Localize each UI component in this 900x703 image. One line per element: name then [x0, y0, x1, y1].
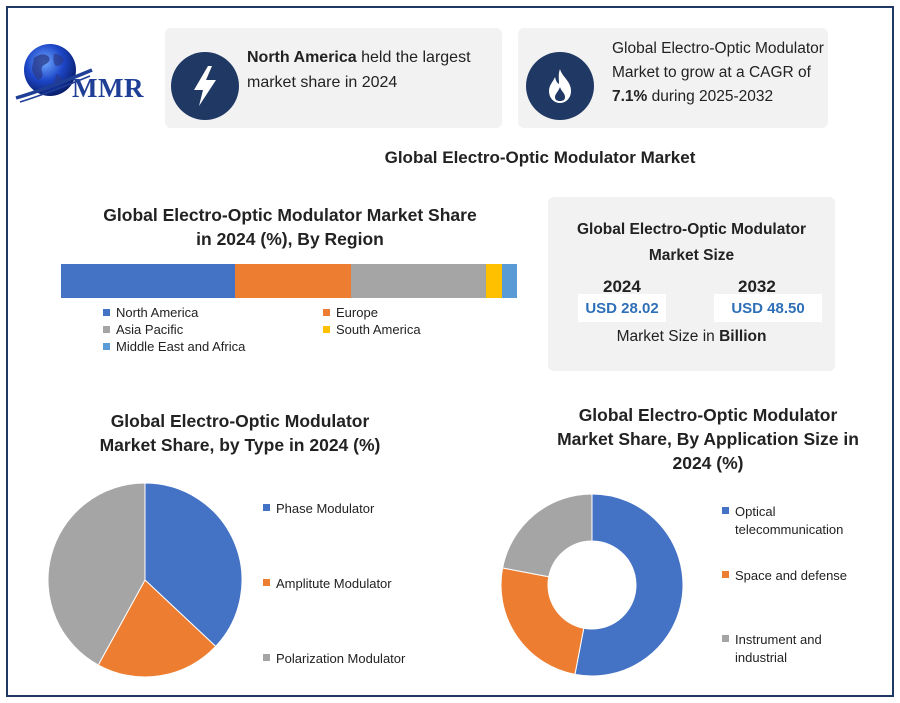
market-size-note-prefix: Market Size in [616, 328, 720, 345]
legend-swatch [722, 635, 729, 642]
type-pie-chart [47, 482, 243, 678]
info-card-text: Global Electro-Optic Modulator Market to… [612, 37, 827, 109]
outer-frame [6, 6, 894, 697]
logo-text: MMR [72, 73, 144, 103]
legend-label: Polarization Modulator [276, 651, 406, 666]
legend-item-phase-modulator: Phase Modulator [263, 500, 374, 518]
slice-phase-modulator [144, 482, 243, 648]
main-title: Global Electro-Optic Modulator Market [384, 148, 696, 167]
application-chart-title-line1: Global Electro-Optic Modulator [578, 405, 838, 425]
application-donut-chart [500, 493, 684, 677]
legend-label: Europe [336, 305, 378, 320]
mmr-logo: MMR [14, 40, 154, 110]
application-chart-title: Global Electro-Optic Modulator Market Sh… [548, 403, 868, 475]
legend-label: North America [116, 305, 199, 320]
bar-segment-asia-pacific [351, 264, 486, 298]
legend-label: Optical telecommunication [735, 504, 844, 537]
bar-segment-north-america [61, 264, 236, 298]
legend-swatch [263, 654, 270, 661]
legend-item-asia-pacific: Asia Pacific [103, 322, 183, 337]
globe-icon [15, 44, 93, 103]
bar-segment-middle-east-and-africa [501, 264, 517, 298]
slice-polarization-modulator [47, 482, 146, 666]
slice-amplitute-modulator [97, 579, 217, 678]
legend-label: Phase Modulator [276, 501, 375, 516]
legend-item-instrument-and-industrial: Instrument and industrial [722, 631, 860, 667]
application-chart-title-line2: Market Share, By Application Size in [557, 429, 859, 449]
type-chart-title: Global Electro-Optic Modulator Market Sh… [80, 409, 400, 457]
highlight-region: North America [247, 49, 357, 66]
bar-segment-south-america [485, 264, 502, 298]
legend-swatch [103, 309, 110, 316]
legend-swatch [722, 571, 729, 578]
legend-label: Middle East and Africa [116, 339, 246, 354]
value-2024: USD 28.02 [578, 294, 666, 322]
lightning-icon [171, 52, 239, 120]
bar-segment-europe [235, 264, 351, 298]
cagr-value: 7.1% [612, 88, 648, 105]
application-chart-title-line3: 2024 (%) [672, 453, 744, 473]
legend-swatch [263, 579, 270, 586]
market-size-title-line1: Global Electro-Optic Modulator [576, 221, 807, 238]
info-card-line: Global Electro-Optic Modulator Market to… [612, 40, 824, 81]
region-chart-title-line2: in 2024 (%), By Region [196, 229, 384, 249]
legend-item-amplitute-modulator: Amplitute Modulator [263, 575, 392, 593]
legend-label: Asia Pacific [116, 322, 184, 337]
type-chart-title-line2: Market Share, by Type in 2024 (%) [99, 435, 381, 455]
market-size-box: Global Electro-Optic Modulator Market Si… [548, 197, 835, 371]
flame-icon [526, 52, 594, 120]
info-card-largest-share: North America held the largest market sh… [165, 28, 502, 128]
market-size-note: Market Size in Billion [548, 328, 835, 346]
legend-item-south-america: South America [323, 322, 421, 337]
market-size-title-line2: Market Size [648, 247, 735, 264]
info-card-rest: during 2025-2032 [647, 88, 774, 105]
legend-label: South America [336, 322, 421, 337]
info-card-rest: held the largest market share in 2024 [247, 49, 471, 91]
info-card-text: North America held the largest market sh… [247, 45, 497, 95]
legend-swatch [722, 507, 729, 514]
info-card-cagr: Global Electro-Optic Modulator Market to… [518, 28, 828, 128]
market-size-title: Global Electro-Optic Modulator Market Si… [548, 217, 835, 269]
slice-space-and-defense [500, 567, 585, 675]
legend-item-space-and-defense: Space and defense [722, 567, 860, 585]
legend-swatch [263, 504, 270, 511]
legend-item-middle-east-and-africa: Middle East and Africa [103, 339, 245, 354]
legend-label: Instrument and industrial [735, 632, 822, 665]
legend-swatch [103, 326, 110, 333]
region-chart-title: Global Electro-Optic Modulator Market Sh… [60, 203, 520, 251]
legend-label: Amplitute Modulator [276, 576, 392, 591]
legend-item-north-america: North America [103, 305, 198, 320]
legend-item-optical-telecommunication: Optical telecommunication [722, 503, 860, 539]
market-size-unit: Billion [719, 328, 767, 345]
legend-swatch [323, 326, 330, 333]
legend-item-polarization-modulator: Polarization Modulator [263, 650, 405, 668]
region-stacked-bar [61, 264, 517, 298]
slice-optical-telecommunication [574, 493, 684, 677]
year-2024: 2024 [603, 277, 641, 296]
region-chart-title-line1: Global Electro-Optic Modulator Market Sh… [103, 205, 477, 225]
legend-swatch [323, 309, 330, 316]
legend-label: Space and defense [735, 568, 848, 583]
year-2032: 2032 [738, 277, 776, 296]
value-2032: USD 48.50 [714, 294, 822, 322]
slice-instrument-and-industrial [502, 493, 593, 578]
legend-item-europe: Europe [323, 305, 378, 320]
type-chart-title-line1: Global Electro-Optic Modulator [110, 411, 370, 431]
legend-swatch [103, 343, 110, 350]
